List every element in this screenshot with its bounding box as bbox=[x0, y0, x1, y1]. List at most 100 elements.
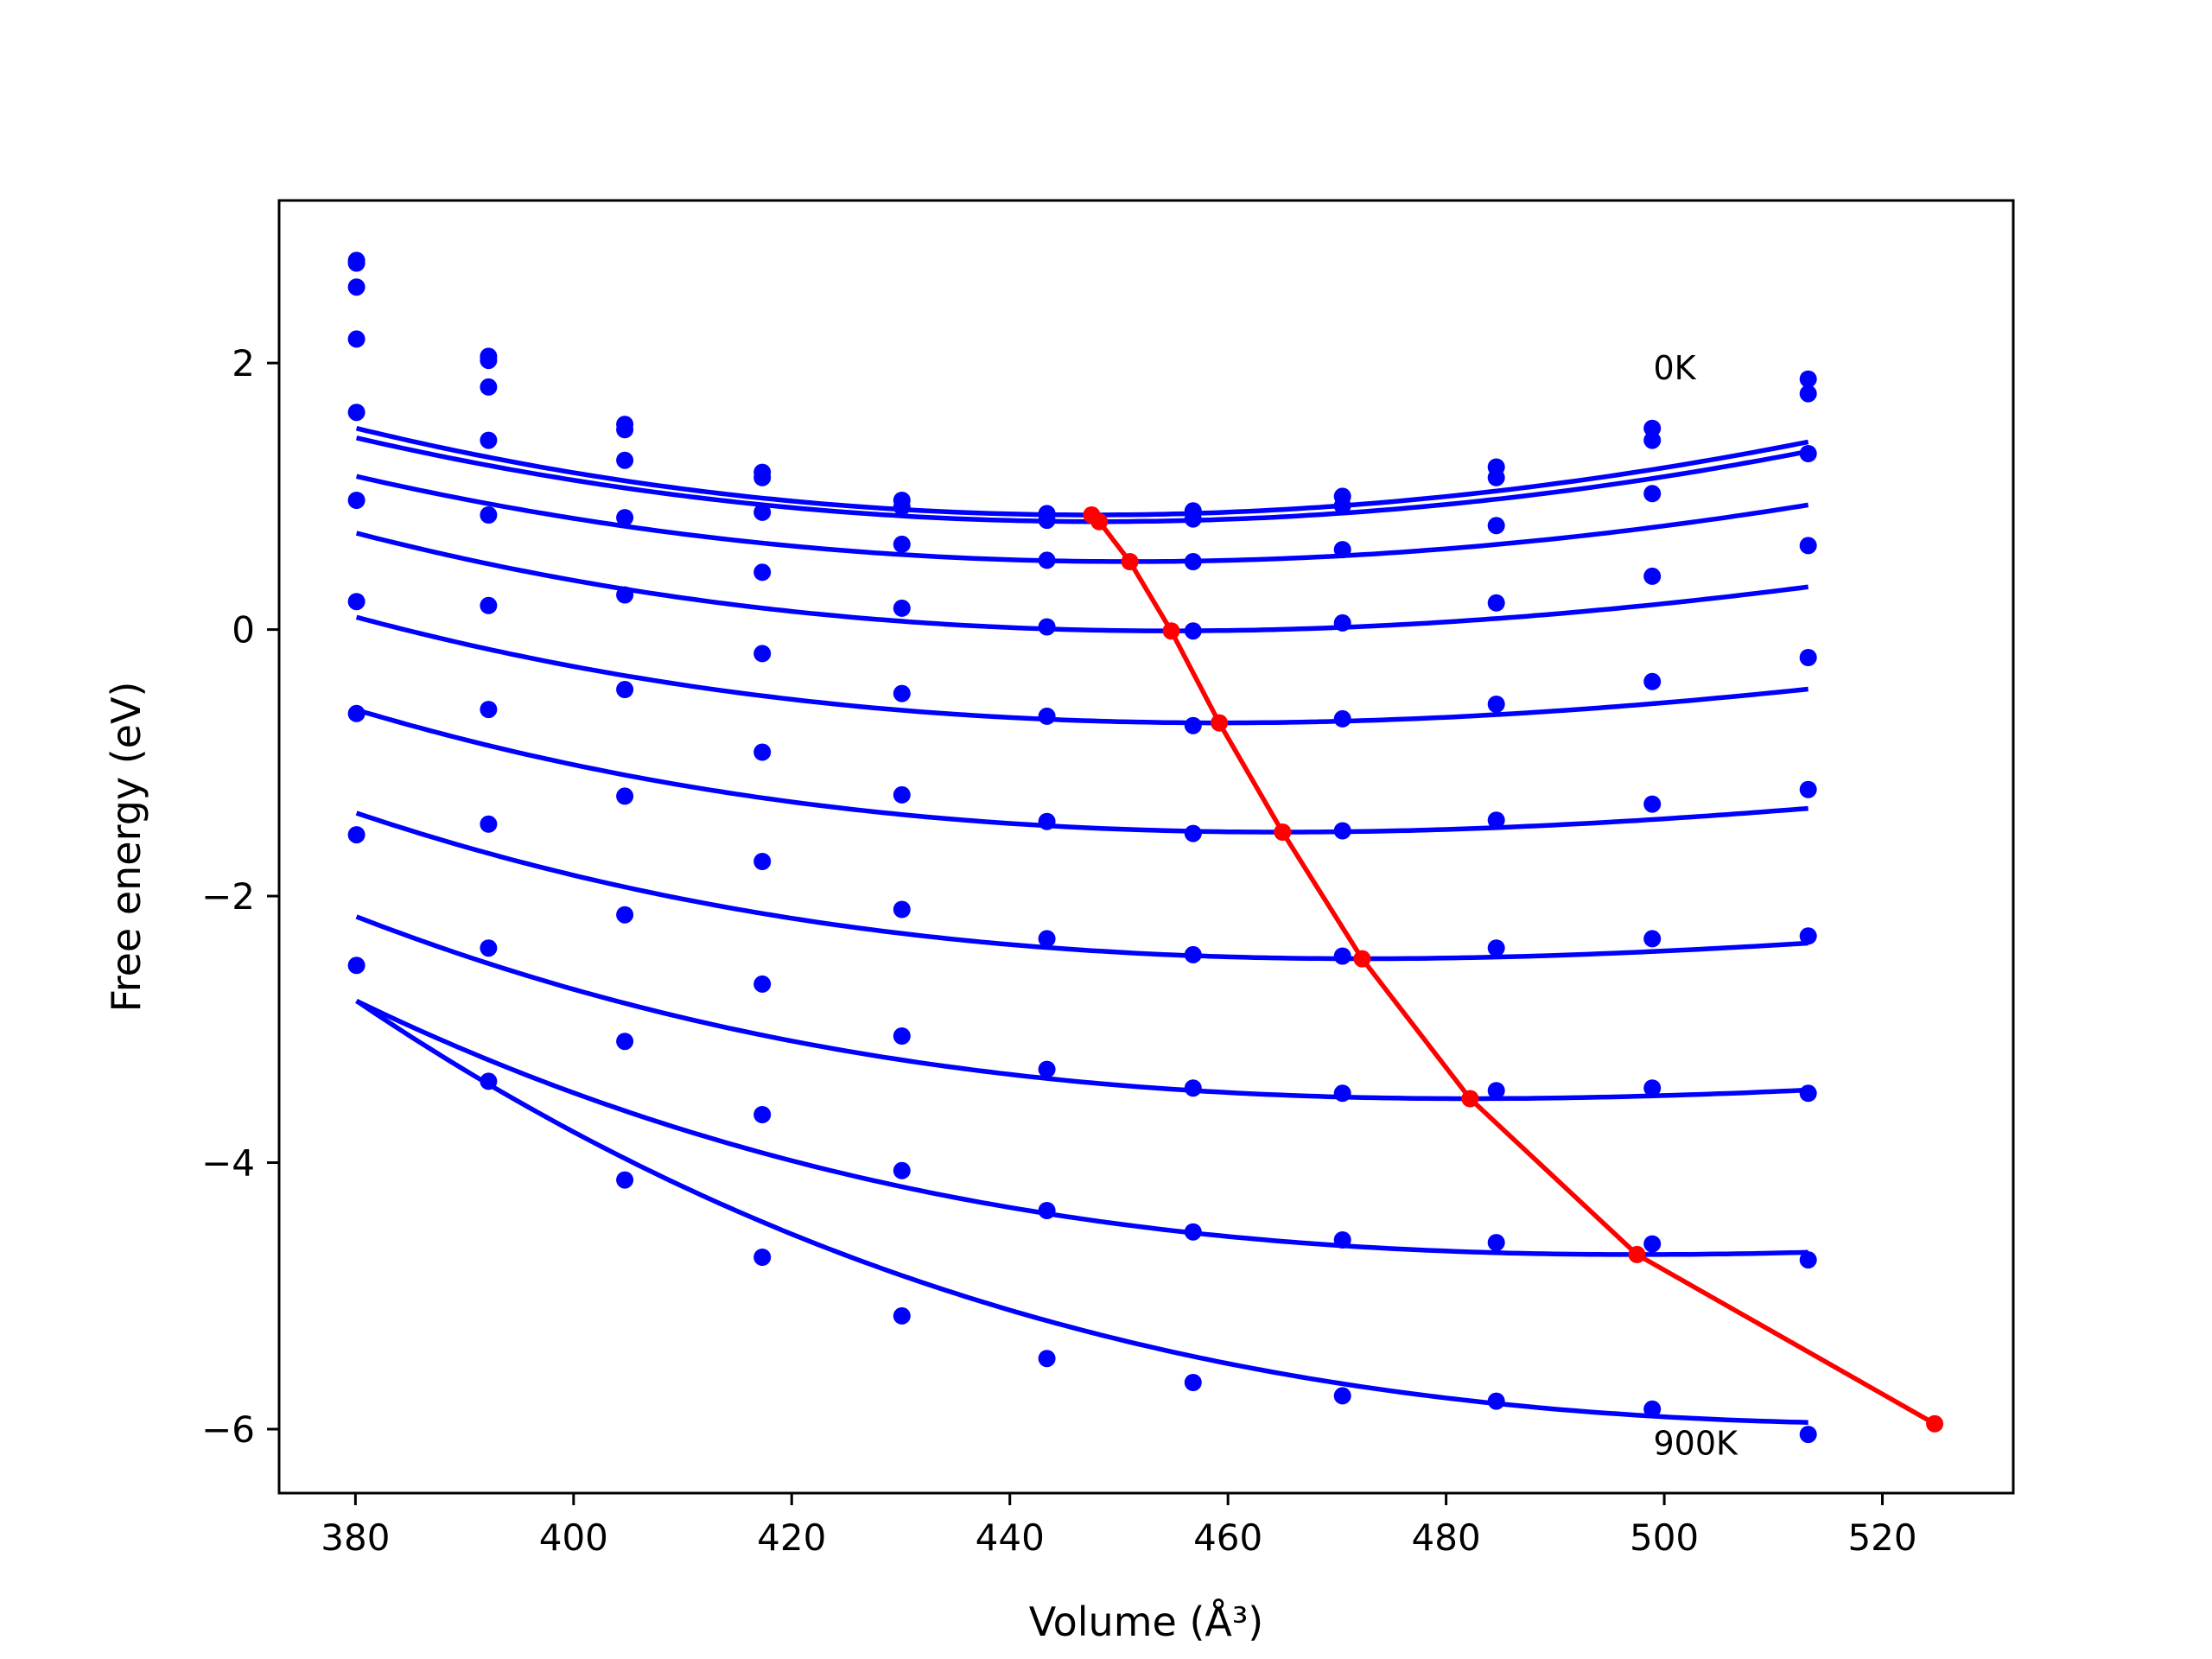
x-axis-label: Volume (Å³) bbox=[1029, 1599, 1264, 1645]
data-point-7-9 bbox=[1643, 1079, 1662, 1097]
y-tick-label: −6 bbox=[201, 1408, 255, 1451]
data-point-4-10 bbox=[1799, 649, 1817, 666]
data-point-6-0 bbox=[347, 593, 365, 611]
data-point-7-6 bbox=[1184, 1079, 1202, 1097]
data-point-8-10 bbox=[1799, 1251, 1817, 1269]
minimum-point-7 bbox=[1461, 1090, 1479, 1108]
data-point-4-2 bbox=[616, 586, 634, 604]
data-point-2-10 bbox=[1799, 445, 1817, 462]
data-point-5-3 bbox=[753, 743, 772, 761]
data-point-6-7 bbox=[1333, 947, 1351, 965]
data-point-9-2 bbox=[616, 1171, 634, 1189]
data-point-6-4 bbox=[893, 900, 911, 918]
annotation-0k: 0K bbox=[1654, 349, 1697, 387]
fit-curve-7 bbox=[355, 914, 1808, 1102]
fit-curve-4 bbox=[355, 614, 1808, 726]
data-point-3-5 bbox=[1038, 618, 1056, 636]
data-point-3-7 bbox=[1333, 613, 1351, 632]
fit-curve-9 bbox=[355, 999, 1808, 1425]
data-point-6-8 bbox=[1487, 939, 1505, 957]
data-point-6-5 bbox=[1038, 930, 1056, 948]
x-tick-label: 460 bbox=[1193, 1516, 1262, 1559]
fit-curve-3 bbox=[355, 531, 1809, 633]
data-point-1-3 bbox=[753, 468, 772, 486]
x-tick-label: 420 bbox=[757, 1516, 826, 1559]
data-point-3-3 bbox=[753, 563, 772, 582]
data-point-7-5 bbox=[1038, 1060, 1056, 1078]
data-point-5-8 bbox=[1487, 811, 1505, 830]
minimum-point-4 bbox=[1211, 714, 1229, 732]
data-point-1-4 bbox=[893, 498, 911, 516]
y-axis-label: Free energy (eV) bbox=[103, 682, 149, 1013]
data-point-3-4 bbox=[893, 599, 911, 617]
data-point-6-10 bbox=[1799, 927, 1817, 945]
data-point-7-7 bbox=[1333, 1084, 1351, 1103]
minimum-point-9 bbox=[1926, 1414, 1944, 1433]
data-point-4-0 bbox=[347, 404, 365, 422]
data-point-8-5 bbox=[1038, 1202, 1056, 1219]
data-point-8-3 bbox=[753, 1106, 772, 1123]
data-point-6-6 bbox=[1184, 945, 1202, 963]
minimum-point-1 bbox=[1090, 512, 1109, 531]
data-point-8-1 bbox=[480, 939, 498, 957]
y-tick-label: 0 bbox=[232, 609, 255, 652]
data-point-2-2 bbox=[616, 451, 634, 469]
fit-curve-6 bbox=[355, 810, 1808, 962]
data-point-1-9 bbox=[1643, 431, 1662, 449]
data-point-5-4 bbox=[893, 785, 911, 804]
data-point-5-2 bbox=[616, 681, 634, 698]
data-point-9-9 bbox=[1643, 1400, 1662, 1418]
fit-curve-8 bbox=[355, 999, 1808, 1257]
data-point-9-3 bbox=[753, 1249, 772, 1266]
data-point-6-9 bbox=[1643, 930, 1662, 948]
data-point-3-6 bbox=[1184, 622, 1202, 640]
data-point-8-6 bbox=[1184, 1223, 1202, 1241]
data-point-7-0 bbox=[347, 704, 365, 722]
data-point-4-7 bbox=[1333, 709, 1351, 728]
minimum-point-8 bbox=[1628, 1245, 1646, 1263]
minimum-point-2 bbox=[1121, 553, 1139, 570]
data-point-2-0 bbox=[347, 278, 365, 296]
data-point-3-1 bbox=[480, 431, 498, 449]
data-point-7-10 bbox=[1799, 1084, 1817, 1103]
data-point-9-4 bbox=[893, 1306, 911, 1325]
data-point-1-1 bbox=[480, 352, 498, 370]
data-point-2-6 bbox=[1184, 553, 1202, 570]
plot-frame bbox=[277, 199, 2015, 1495]
data-point-2-5 bbox=[1038, 551, 1056, 569]
data-point-7-1 bbox=[480, 815, 498, 833]
data-point-8-8 bbox=[1487, 1234, 1505, 1252]
annotation-900k: 900K bbox=[1654, 1424, 1739, 1462]
data-point-4-5 bbox=[1038, 707, 1056, 725]
data-point-0-10 bbox=[1799, 370, 1817, 388]
data-point-3-2 bbox=[616, 509, 634, 527]
data-point-5-9 bbox=[1643, 795, 1662, 813]
data-point-4-8 bbox=[1487, 696, 1505, 713]
curves-layer bbox=[355, 426, 1809, 1425]
points-layer bbox=[347, 251, 1817, 1444]
minimum-point-5 bbox=[1274, 823, 1292, 841]
data-point-2-7 bbox=[1333, 541, 1351, 559]
y-tick-label: −2 bbox=[201, 875, 255, 918]
data-point-1-10 bbox=[1799, 385, 1817, 403]
data-point-8-2 bbox=[616, 1033, 634, 1051]
data-point-8-4 bbox=[893, 1161, 911, 1179]
fit-curve-5 bbox=[355, 707, 1808, 835]
x-tick-label: 500 bbox=[1630, 1516, 1699, 1559]
data-point-9-10 bbox=[1799, 1426, 1817, 1444]
data-point-3-0 bbox=[347, 330, 365, 348]
data-point-4-6 bbox=[1184, 716, 1202, 734]
data-point-4-1 bbox=[480, 506, 498, 524]
data-point-9-7 bbox=[1333, 1387, 1351, 1405]
y-tick-label: 2 bbox=[232, 342, 255, 385]
data-point-2-9 bbox=[1643, 485, 1662, 503]
data-point-6-1 bbox=[480, 701, 498, 719]
data-point-1-7 bbox=[1333, 497, 1351, 515]
minimum-point-6 bbox=[1353, 950, 1371, 968]
data-point-3-8 bbox=[1487, 594, 1505, 612]
data-point-1-6 bbox=[1184, 510, 1202, 528]
data-point-9-0 bbox=[347, 957, 365, 975]
x-tick-label: 400 bbox=[539, 1516, 608, 1559]
minimum-point-3 bbox=[1162, 622, 1180, 640]
